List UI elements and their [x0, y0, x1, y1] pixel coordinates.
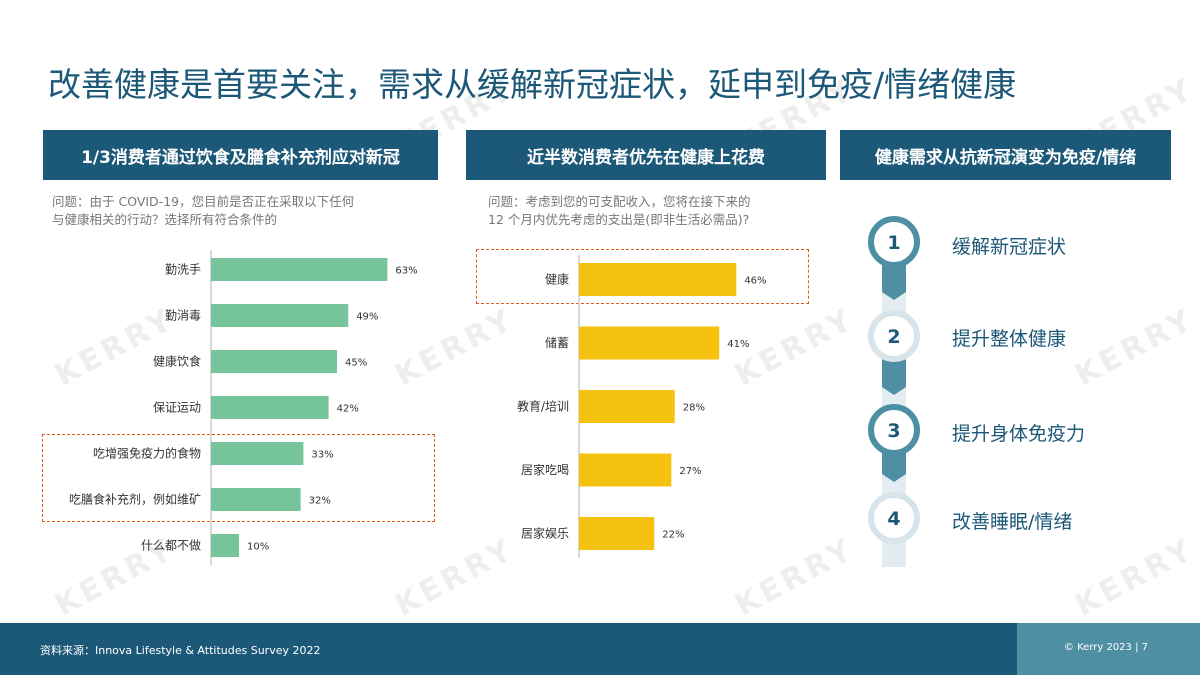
value-label: 46% [744, 276, 766, 287]
value-label: 10% [247, 542, 269, 553]
category-label: 保证运动 [153, 401, 201, 415]
value-label: 63% [395, 266, 417, 277]
category-label: 吃膳食补充剂，例如维矿 [69, 492, 201, 507]
value-label: 42% [337, 404, 359, 415]
step-number: 1 [887, 232, 900, 254]
middle-panel-header: 近半数消费者优先在健康上花费 [466, 130, 826, 180]
step-circle [868, 310, 920, 362]
value-label: 27% [679, 466, 701, 477]
bar [211, 350, 337, 373]
step-circle [868, 492, 920, 544]
bar [211, 488, 301, 511]
value-label: 41% [727, 339, 749, 350]
right-panel-header: 健康需求从抗新冠演变为免疫/情绪 [840, 130, 1171, 180]
bar [579, 517, 655, 550]
bar [211, 396, 329, 419]
left-highlight-box [42, 434, 435, 522]
middle-highlight-box [476, 249, 809, 304]
middle-question-line2: 12 个月内优先考虑的支出是(即非生活必需品)? [488, 212, 750, 227]
middle-question: 问题：考虑到您的可支配收入，您将在接下来的 12 个月内优先考虑的支出是(即非生… [488, 193, 751, 229]
timeline: 1 2 3 4 [868, 216, 920, 567]
category-label: 居家娱乐 [521, 526, 569, 541]
step-number: 3 [887, 420, 900, 442]
step-circle [868, 404, 920, 456]
timeline-connector [882, 449, 906, 482]
page-title: 改善健康是首要关注，需求从缓解新冠症状，延申到免疫/情绪健康 [48, 65, 1017, 104]
bar [579, 453, 672, 487]
bar [211, 258, 388, 281]
left-panel-header: 1/3消费者通过饮食及膳食补充剂应对新冠 [43, 130, 438, 180]
step-label-1: 缓解新冠症状 [952, 236, 1067, 258]
middle-question-line1: 问题：考虑到您的可支配收入，您将在接下来的 [488, 194, 751, 209]
step-label-2: 提升整体健康 [952, 328, 1067, 350]
category-label: 居家吃喝 [521, 462, 569, 477]
category-label: 勤消毒 [165, 309, 201, 323]
category-label: 储蓄 [545, 335, 569, 350]
step-label-4: 改善睡眠/情绪 [952, 511, 1073, 533]
category-label: 教育/培训 [517, 399, 569, 414]
category-label: 什么都不做 [141, 538, 201, 553]
footer-source: 资料来源：Innova Lifestyle & Attitudes Survey… [40, 644, 321, 657]
bar [211, 442, 304, 465]
step-number: 4 [887, 508, 900, 530]
value-label: 49% [356, 312, 378, 323]
timeline-connector [882, 356, 906, 395]
footer-left-band: 资料来源：Innova Lifestyle & Attitudes Survey… [0, 623, 1017, 675]
step-circle [868, 216, 920, 268]
step-label-3: 提升身体免疫力 [952, 423, 1086, 445]
value-label: 22% [662, 530, 684, 541]
middle-bar-chart: 健康 46% 储蓄 41% 教育/培训 28% 居家吃喝 27% 居家娱乐 22% [517, 255, 767, 558]
footer-copyright: © Kerry 2023 | 7 [1063, 642, 1148, 653]
step-number: 2 [887, 326, 900, 348]
category-label: 健康 [545, 272, 569, 287]
bar [579, 263, 737, 296]
value-label: 32% [309, 496, 331, 507]
bar [211, 534, 239, 557]
value-label: 33% [311, 450, 333, 461]
value-label: 45% [345, 358, 367, 369]
bar [211, 304, 349, 327]
footer-right-band: © Kerry 2023 | 7 [1017, 623, 1200, 675]
category-label: 勤洗手 [165, 263, 201, 277]
category-label: 健康饮食 [153, 354, 201, 369]
left-bar-chart: 勤洗手 63% 勤消毒 49% 健康饮食 45% 保证运动 42% 吃增强免疫力的食物 33% 吃膳… [69, 250, 418, 565]
category-label: 吃增强免疫力的食物 [93, 446, 201, 461]
footer: 资料来源：Innova Lifestyle & Attitudes Survey… [0, 623, 1200, 675]
left-question-line2: 与健康相关的行动？选择所有符合条件的 [52, 212, 278, 227]
left-question-line1: 问题：由于 COVID-19，您目前是否正在采取以下任何 [52, 194, 355, 209]
value-label: 28% [683, 403, 705, 414]
left-question: 问题：由于 COVID-19，您目前是否正在采取以下任何 与健康相关的行动？选择… [52, 193, 354, 229]
bar [579, 390, 675, 423]
bar [579, 326, 720, 360]
timeline-connector [882, 262, 906, 300]
